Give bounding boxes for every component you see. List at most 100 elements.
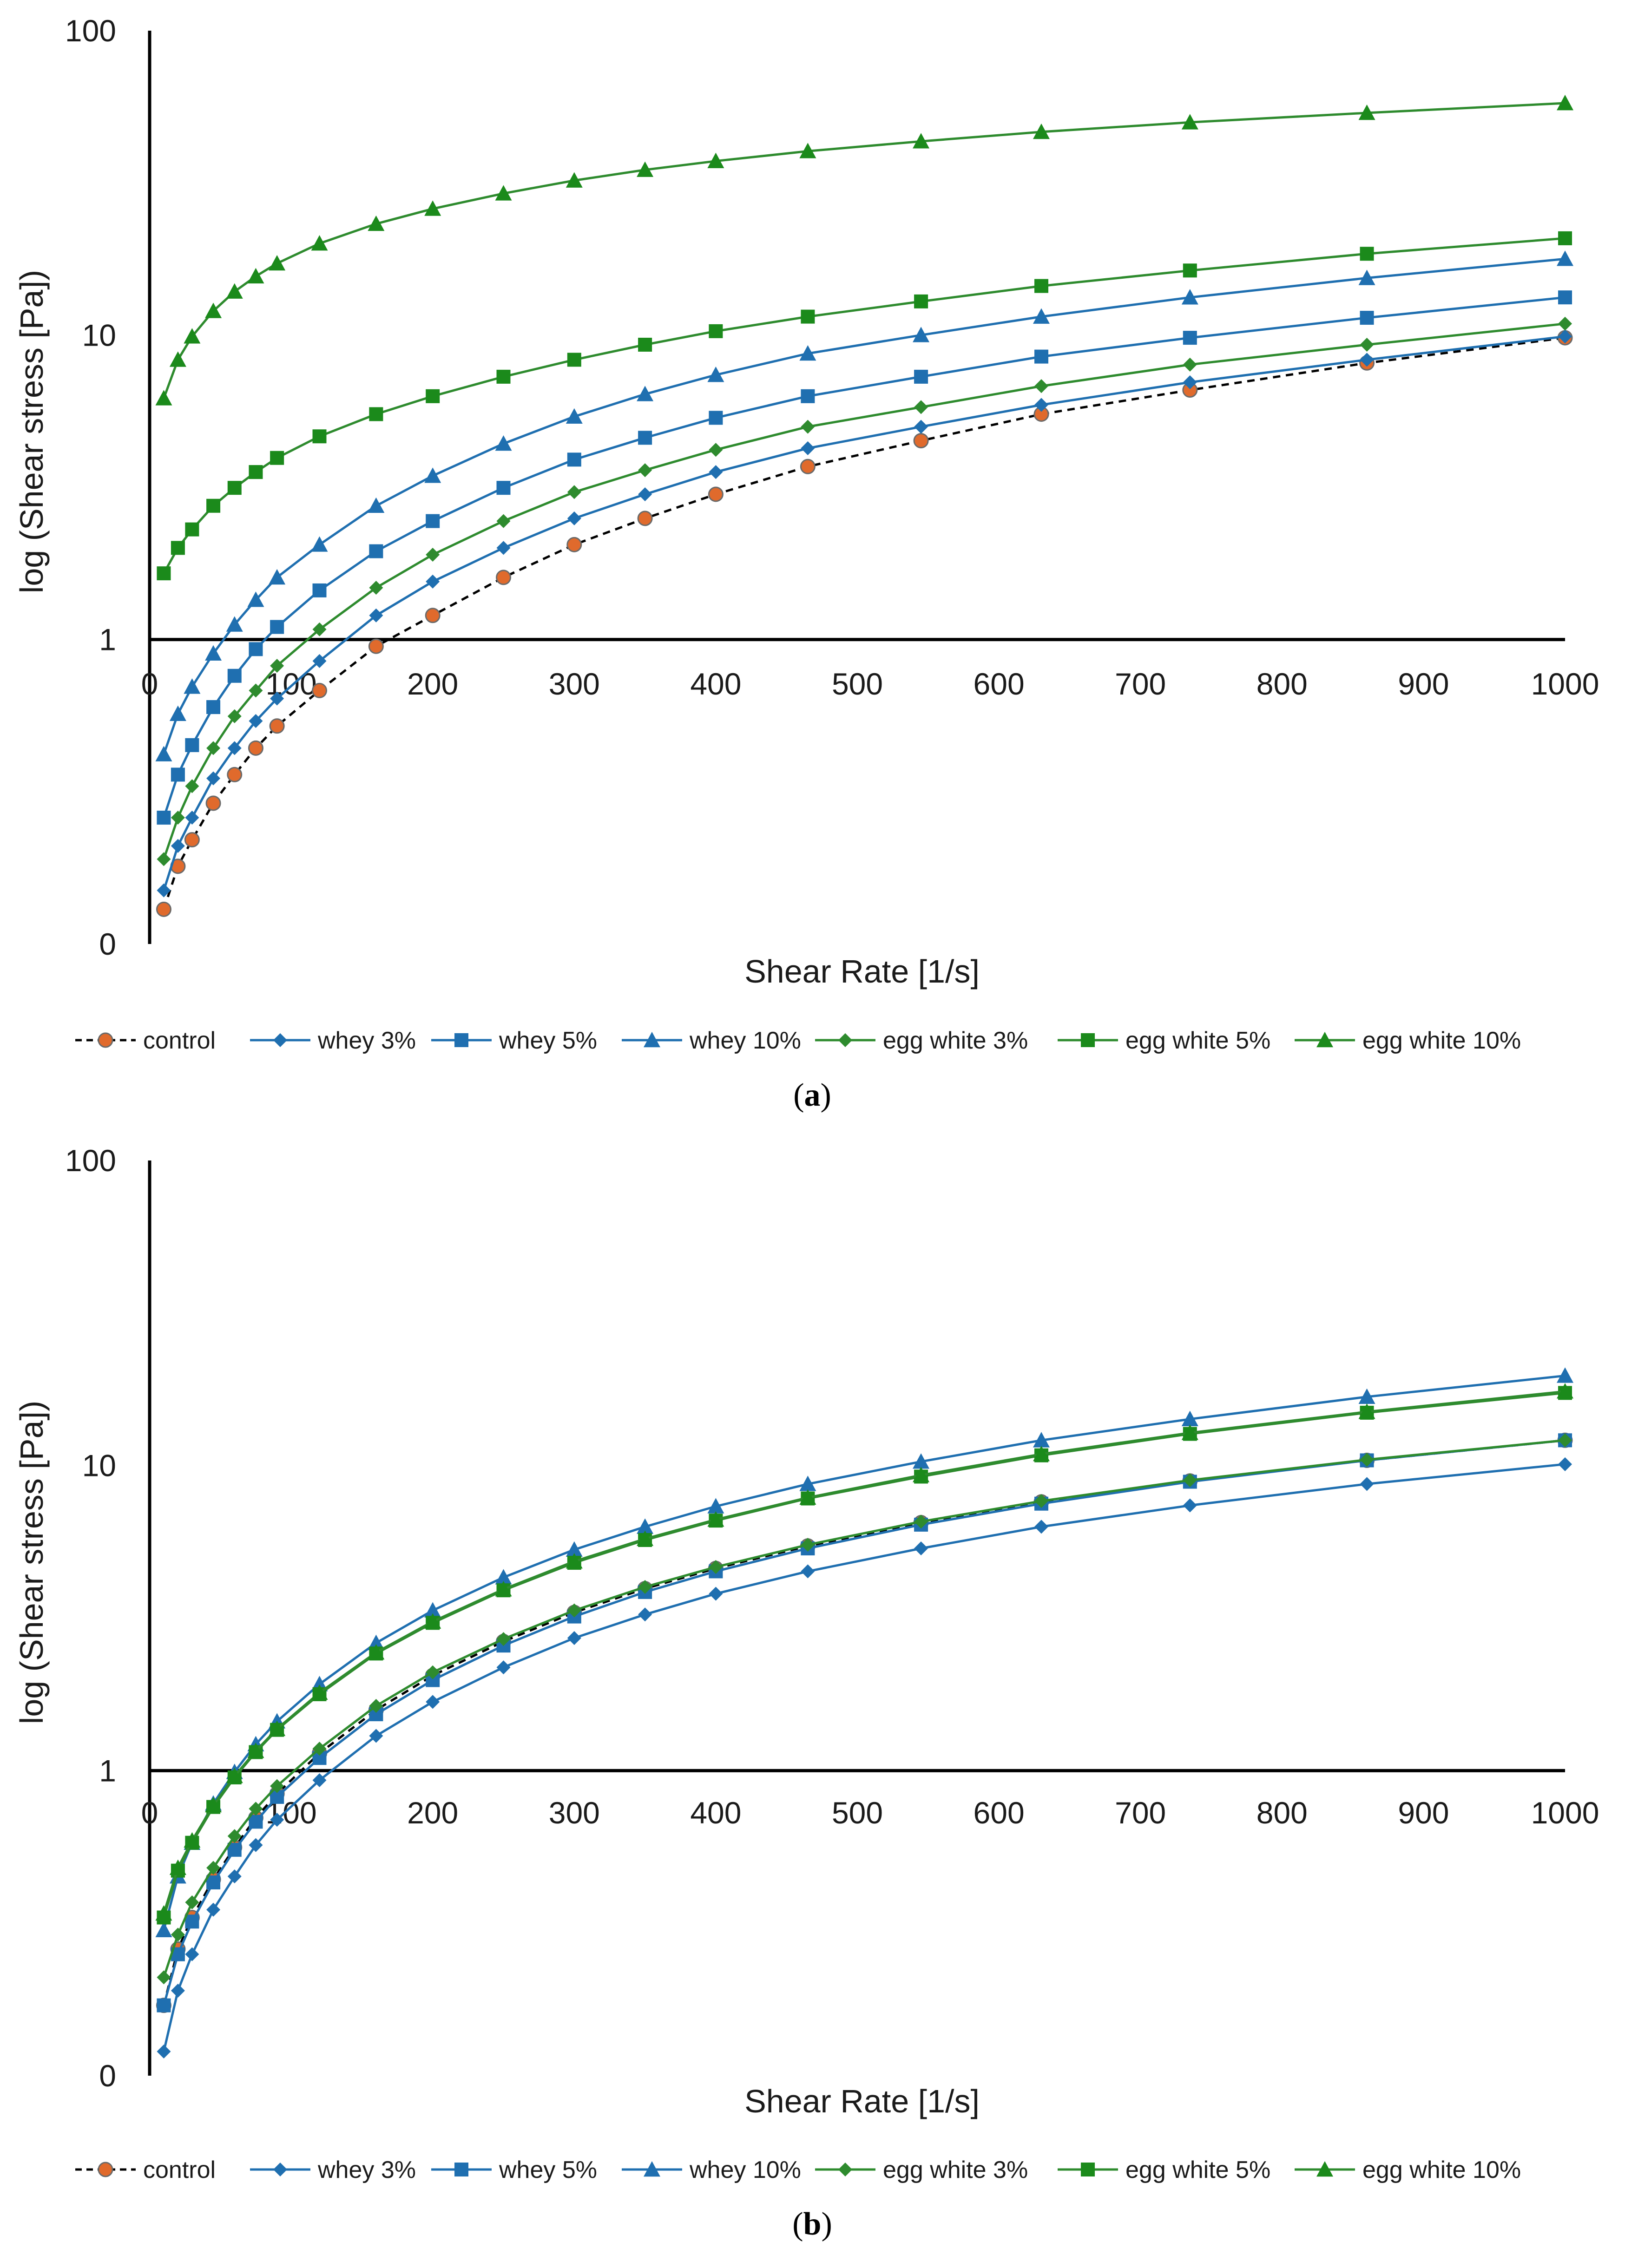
whey-10-point <box>637 1518 654 1534</box>
egg-white-5-point <box>801 309 815 324</box>
whey-5-point <box>227 1842 242 1857</box>
whey-5-point <box>638 431 652 445</box>
x-tick-label: 400 <box>690 667 741 701</box>
whey-5-point <box>206 700 221 714</box>
whey-10-point <box>424 467 441 483</box>
legend-whey-10-point <box>644 1032 660 1048</box>
series-control <box>156 330 1573 917</box>
legend-item-control: control <box>75 1027 216 1054</box>
egg-white-10-point <box>184 1832 201 1848</box>
control-point <box>184 832 200 848</box>
x-axis-title: Shear Rate [1/s] <box>744 2083 980 2119</box>
egg-white-5-point <box>1558 231 1572 245</box>
egg-white-5-point <box>1034 279 1048 293</box>
whey-10-point <box>184 678 201 694</box>
whey-5-point <box>206 1875 221 1890</box>
egg-white-10-point <box>799 143 816 158</box>
x-tick-label: 700 <box>1115 1796 1166 1830</box>
egg-white-3-point <box>426 1665 440 1679</box>
whey-5-point <box>1034 349 1048 364</box>
y-axis-title: log (Shear stress [Pa]) <box>13 1401 50 1724</box>
egg-white-10-point <box>269 255 286 271</box>
egg-white-3-point <box>270 659 284 673</box>
whey-3-point <box>185 811 199 825</box>
x-tick-label: 900 <box>1398 1796 1449 1830</box>
egg-white-10-line <box>163 1390 1566 1914</box>
egg-white-3-point <box>1034 1494 1048 1508</box>
whey-5-point <box>270 620 284 634</box>
x-tick-label: 300 <box>549 1796 600 1830</box>
egg-white-10-point <box>1358 104 1375 120</box>
egg-white-10-point <box>424 200 441 216</box>
egg-white-3-point <box>638 463 652 478</box>
legend-whey-5-point <box>454 2163 468 2176</box>
whey-10-point <box>1557 1367 1573 1383</box>
whey-10-point <box>226 616 243 632</box>
egg-white-5-line <box>163 237 1566 574</box>
x-tick-label: 1000 <box>1531 1796 1599 1830</box>
x-axis-title: Shear Rate [1/s] <box>744 953 980 990</box>
whey-5-point <box>1558 290 1572 305</box>
egg-white-10-point <box>913 1467 930 1482</box>
x-tick-label: 600 <box>974 1796 1025 1830</box>
whey-10-point <box>1033 308 1050 324</box>
legend-egg-white-10-point <box>1316 2161 1333 2177</box>
legend-label: control <box>143 2157 216 2183</box>
legend-label: egg white 5% <box>1125 1027 1270 1054</box>
x-tick-label: 1000 <box>1531 667 1599 701</box>
egg-white-5-point <box>227 481 242 495</box>
whey-3-point <box>1183 1498 1197 1513</box>
egg-white-10-point <box>155 1905 172 1921</box>
control-point <box>312 682 328 698</box>
whey-3-point <box>157 883 171 898</box>
egg-white-3-point <box>171 811 185 825</box>
egg-white-10-point <box>424 1613 441 1629</box>
series-egg-white-5 <box>157 1386 1572 1925</box>
legend-item-egg-white-5: egg white 5% <box>1058 1027 1270 1054</box>
whey-10-point <box>495 435 512 451</box>
egg-white-10-point <box>1557 95 1573 111</box>
whey-10-point <box>1358 269 1375 285</box>
whey-5-point <box>801 389 815 403</box>
whey-3-point <box>709 1586 723 1601</box>
legend: control whey 3% whey 5% whey 10% egg white 3… <box>75 2157 1521 2183</box>
whey-10-point <box>424 1602 441 1618</box>
control-point <box>425 608 441 623</box>
whey-10-point <box>155 1921 172 1937</box>
whey-5-point <box>1360 311 1374 325</box>
whey-3-point <box>171 1983 185 1998</box>
egg-white-5-point <box>638 337 652 352</box>
legend-item-egg-white-5: egg white 5% <box>1058 2157 1270 2183</box>
egg-white-10-point <box>707 152 724 168</box>
control-point <box>227 767 243 782</box>
egg-white-3-point <box>227 709 242 723</box>
whey-10-point <box>707 367 724 382</box>
whey-3-line <box>163 1463 1566 2052</box>
whey-3-point <box>312 1773 327 1788</box>
whey-5-point <box>185 738 199 752</box>
egg-white-5-point <box>914 294 928 308</box>
egg-white-10-point <box>637 161 654 177</box>
whey-10-point <box>269 569 286 585</box>
egg-white-5-point <box>426 389 440 403</box>
egg-white-10-point <box>368 1644 385 1660</box>
series-whey-3 <box>157 329 1572 898</box>
whey-3-point <box>1034 398 1048 412</box>
y-tick-label: 10 <box>82 1449 116 1483</box>
control-point <box>708 486 724 502</box>
egg-white-10-point <box>1181 114 1198 130</box>
legend-egg-white-3-point <box>838 1033 852 1047</box>
x-tick-label: 700 <box>1115 667 1166 701</box>
legend-egg-white-10-point <box>1316 1032 1333 1048</box>
egg-white-3-point <box>206 741 221 755</box>
whey-10-point <box>368 1634 385 1650</box>
whey-3-point <box>496 1660 511 1675</box>
egg-white-3-point <box>1183 357 1197 372</box>
whey-3-point <box>914 420 928 434</box>
whey-10-point <box>205 645 222 661</box>
whey-3-point <box>801 1564 815 1579</box>
egg-white-3-point <box>1360 337 1374 352</box>
egg-white-3-line <box>163 1439 1566 1978</box>
